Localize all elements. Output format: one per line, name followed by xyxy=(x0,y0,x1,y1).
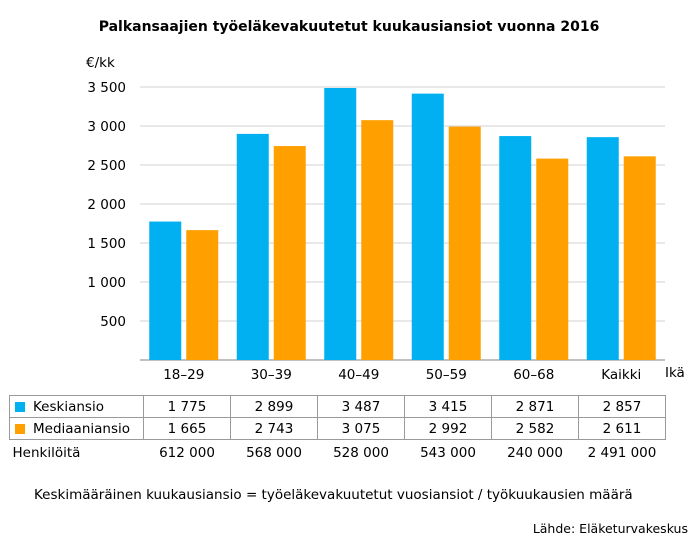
table-cell: 612 000 xyxy=(159,445,215,461)
table-cell: 1 775 xyxy=(143,395,231,418)
table-cell: 2 871 xyxy=(491,395,579,418)
bar xyxy=(236,133,269,360)
y-tick-label: 3 000 xyxy=(87,119,126,135)
table-cell: 2 582 xyxy=(491,417,579,440)
y-tick-label: 2 000 xyxy=(87,197,126,213)
table-cell: 2 743 xyxy=(230,417,318,440)
x-tick-label: Kaikki xyxy=(601,367,641,383)
table-row-mediaaniansio: Mediaaniansio 1 665 2 743 3 075 2 992 2 … xyxy=(9,417,666,440)
table-cell: 528 000 xyxy=(333,445,389,461)
table-cell: 2 611 xyxy=(578,417,666,440)
data-table: Keskiansio 1 775 2 899 3 487 3 415 2 871… xyxy=(9,395,666,466)
series-swatch-mediaaniansio xyxy=(15,423,25,434)
x-tick-label: 60–68 xyxy=(513,367,554,383)
table-cell: 2 857 xyxy=(578,395,666,418)
table-cell: 568 000 xyxy=(246,445,302,461)
chart-title: Palkansaajien työeläkevakuutetut kuukaus… xyxy=(98,19,600,35)
bar xyxy=(361,120,394,361)
x-tick-label: 50–59 xyxy=(426,367,467,383)
y-axis-unit: €/kk xyxy=(86,55,115,71)
table-cell: 543 000 xyxy=(420,445,476,461)
y-tick-label: 500 xyxy=(100,314,126,330)
y-tick-label: 2 500 xyxy=(87,158,126,174)
y-tick-label: 1 000 xyxy=(87,275,126,291)
table-cell: 2 992 xyxy=(404,417,492,440)
bar xyxy=(186,230,219,360)
bar xyxy=(536,158,569,360)
bar xyxy=(324,88,357,360)
series-name: Keskiansio xyxy=(33,398,104,415)
table-row-label: Mediaaniansio xyxy=(9,417,144,440)
bar xyxy=(586,137,619,360)
bar-chart: 500 1 000 1 500 2 000 2 500 3 000 3 500 18–29 30… xyxy=(87,80,665,383)
table-cell: 2 899 xyxy=(230,395,318,418)
bar xyxy=(273,146,306,360)
table-row-label: Keskiansio xyxy=(9,395,144,418)
series-swatch-keskiansio xyxy=(15,401,25,412)
x-tick-label: 30–39 xyxy=(251,367,292,383)
table-row-label: Henkilöitä xyxy=(12,445,81,461)
bar xyxy=(149,221,182,360)
table-row-henkiloita: Henkilöitä 612 000 568 000 528 000 543 0… xyxy=(10,440,666,467)
table-cell: 3 075 xyxy=(317,417,405,440)
y-tick-label: 3 500 xyxy=(87,80,126,96)
series-name: Mediaaniansio xyxy=(33,420,130,437)
source-note: Lähde: Eläketurvakeskus xyxy=(532,521,688,536)
bar xyxy=(623,156,656,360)
footnote: Keskimääräinen kuukausiansio = työeläkev… xyxy=(34,487,633,503)
bar xyxy=(448,126,481,361)
y-tick-label: 1 500 xyxy=(87,236,126,252)
table-cell: 2 491 000 xyxy=(587,445,657,461)
table-cell: 3 415 xyxy=(404,395,492,418)
table-row-keskiansio: Keskiansio 1 775 2 899 3 487 3 415 2 871… xyxy=(9,395,666,418)
x-tick-label: 18–29 xyxy=(163,367,204,383)
x-axis-label: Ikä xyxy=(665,365,685,381)
bar xyxy=(499,136,532,360)
table-cell: 240 000 xyxy=(507,445,563,461)
x-tick-label: 40–49 xyxy=(338,367,379,383)
bar xyxy=(411,93,444,360)
table-cell: 1 665 xyxy=(143,417,231,440)
table-cell: 3 487 xyxy=(317,395,405,418)
